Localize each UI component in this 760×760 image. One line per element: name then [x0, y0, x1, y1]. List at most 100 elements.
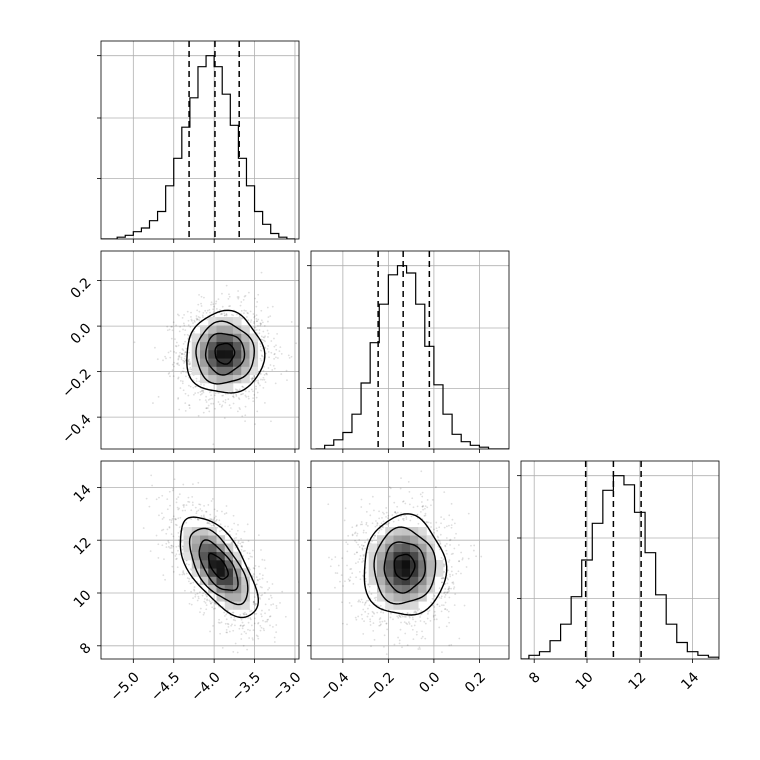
scatter-point	[360, 521, 363, 523]
density-cell	[183, 551, 193, 561]
scatter-point	[194, 593, 197, 596]
scatter-point	[256, 320, 259, 323]
scatter-point	[183, 333, 186, 336]
scatter-point	[257, 621, 260, 624]
density-cell	[200, 576, 209, 586]
scatter-point	[271, 625, 274, 628]
scatter-point	[264, 346, 266, 349]
scatter-point	[390, 612, 392, 615]
scatter-point	[193, 319, 196, 322]
scatter-point	[173, 361, 176, 364]
scatter-point	[178, 573, 181, 576]
scatter-point	[441, 577, 444, 579]
scatter-point	[198, 591, 201, 594]
scatter-point	[217, 298, 220, 301]
scatter-point	[270, 340, 273, 342]
scatter-point	[440, 597, 443, 600]
scatter-point	[181, 548, 184, 551]
scatter-point	[182, 359, 185, 362]
scatter-point	[387, 668, 389, 670]
tick-label-x-p0: −3.0	[269, 669, 304, 704]
scatter-point	[412, 506, 415, 509]
scatter-point	[438, 626, 441, 629]
scatter-point	[454, 593, 457, 596]
scatter-point	[242, 624, 245, 627]
scatter-point	[421, 635, 424, 638]
scatter-point	[355, 618, 358, 621]
scatter-point	[250, 624, 253, 627]
scatter-point	[353, 532, 356, 535]
scatter-point	[252, 400, 255, 403]
scatter-point	[284, 615, 287, 618]
scatter-point	[404, 632, 407, 635]
scatter-point	[196, 309, 199, 312]
scatter-point	[414, 611, 417, 614]
scatter-point	[259, 598, 262, 600]
density-cell	[233, 601, 242, 610]
scatter-point	[266, 306, 269, 309]
scatter-point	[239, 393, 242, 396]
scatter-point	[438, 605, 441, 608]
scatter-point	[188, 563, 190, 566]
scatter-point	[168, 525, 171, 528]
scatter-point	[247, 397, 250, 400]
scatter-point	[232, 402, 235, 405]
scatter-point	[199, 508, 202, 510]
scatter-point	[401, 615, 404, 618]
scatter-point	[267, 588, 269, 591]
scatter-point	[241, 625, 244, 628]
scatter-point	[247, 621, 250, 624]
scatter-point	[249, 310, 252, 313]
scatter-point	[230, 313, 233, 316]
scatter-point	[172, 570, 175, 573]
scatter-point	[196, 518, 199, 521]
scatter-point	[210, 602, 212, 605]
scatter-point	[251, 377, 254, 380]
scatter-point	[475, 555, 477, 558]
scatter-point	[170, 533, 173, 536]
scatter-point	[184, 392, 187, 395]
scatter-point	[242, 644, 245, 647]
scatter-point	[169, 356, 172, 359]
scatter-point	[193, 586, 196, 588]
scatter-point	[290, 355, 293, 358]
scatter-point	[204, 602, 207, 604]
scatter-point	[177, 397, 179, 400]
scatter-point	[403, 621, 406, 624]
scatter-point	[424, 637, 427, 640]
tick-label-y-p1: −0.2	[59, 366, 94, 401]
scatter-point	[188, 404, 190, 407]
scatter-point	[183, 360, 186, 363]
scatter-point	[198, 310, 201, 313]
scatter-point	[168, 518, 171, 521]
scatter-point	[266, 618, 269, 621]
scatter-point	[240, 638, 243, 640]
scatter-point	[448, 621, 451, 624]
scatter-point	[255, 387, 257, 390]
scatter-point	[248, 637, 251, 639]
tick-label-y-p2: 8	[77, 640, 95, 658]
scatter-point	[262, 627, 265, 630]
scatter-point	[438, 587, 441, 590]
scatter-point	[446, 582, 449, 585]
scatter-point	[241, 621, 244, 624]
scatter-point	[189, 368, 192, 371]
scatter-point	[208, 410, 211, 413]
scatter-point	[450, 570, 453, 573]
scatter-point	[237, 542, 240, 544]
scatter-point	[399, 616, 402, 619]
scatter-point	[270, 420, 272, 423]
scatter-point	[202, 389, 205, 392]
scatter-point	[273, 636, 276, 639]
scatter-point	[280, 352, 283, 355]
scatter-point	[446, 591, 449, 594]
scatter-point	[329, 565, 332, 568]
scatter-point	[268, 598, 270, 600]
density-cell	[208, 358, 217, 367]
scatter-point	[178, 553, 181, 556]
scatter-point	[269, 615, 271, 618]
scatter-point	[398, 615, 401, 617]
scatter-point	[275, 631, 278, 634]
density-cell	[233, 350, 242, 359]
density-cell	[208, 325, 217, 334]
